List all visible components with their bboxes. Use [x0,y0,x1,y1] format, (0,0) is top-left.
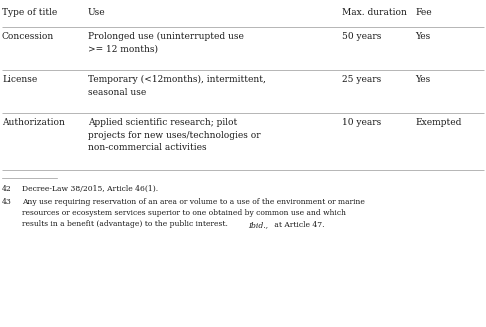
Text: Authorization: Authorization [2,118,65,127]
Text: Decree-Law 38/2015, Article 46(1).: Decree-Law 38/2015, Article 46(1). [22,185,158,193]
Text: Applied scientific research; pilot
projects for new uses/technologies or
non-com: Applied scientific research; pilot proje… [88,118,260,152]
Text: 42: 42 [2,185,12,193]
Text: Type of title: Type of title [2,8,57,17]
Text: at Article 47.: at Article 47. [272,221,325,229]
Text: Exempted: Exempted [415,118,461,127]
Text: Yes: Yes [415,75,430,84]
Text: 50 years: 50 years [342,32,382,41]
Text: 25 years: 25 years [342,75,381,84]
Text: Prolonged use (uninterrupted use
>= 12 months): Prolonged use (uninterrupted use >= 12 m… [88,32,244,54]
Text: Any use requiring reservation of an area or volume to a use of the environment o: Any use requiring reservation of an area… [22,198,365,228]
Text: 10 years: 10 years [342,118,381,127]
Text: License: License [2,75,37,84]
Text: Fee: Fee [415,8,432,17]
Text: 43: 43 [2,198,12,206]
Text: Max. duration: Max. duration [342,8,407,17]
Text: Ibid.,: Ibid., [248,221,268,229]
Text: Concession: Concession [2,32,54,41]
Text: Temporary (<12months), intermittent,
seasonal use: Temporary (<12months), intermittent, sea… [88,75,266,96]
Text: Yes: Yes [415,32,430,41]
Text: Use: Use [88,8,105,17]
